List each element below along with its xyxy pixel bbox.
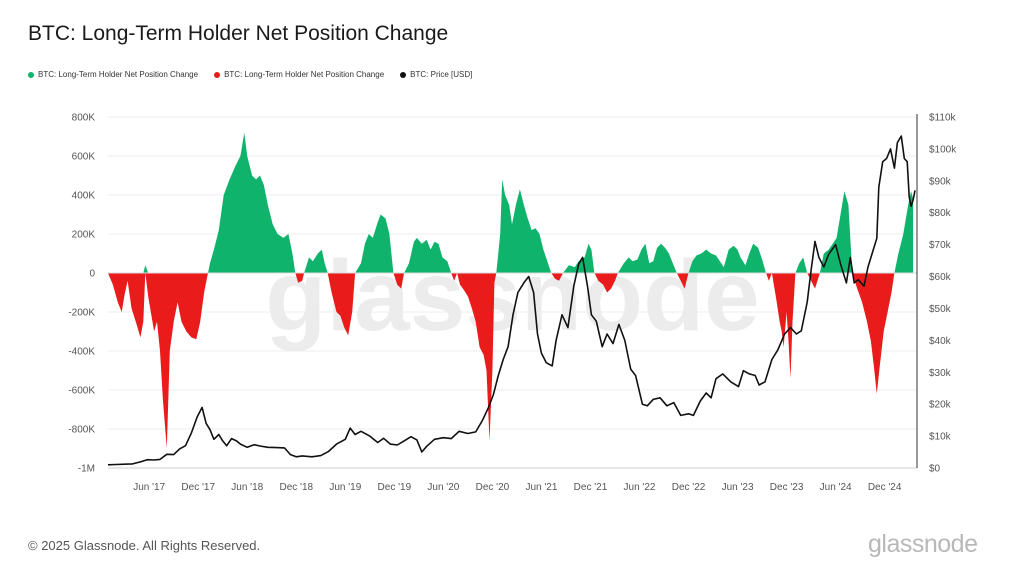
legend-label: BTC: Price [USD]: [410, 70, 473, 79]
left-axis-tick-label: 200K: [72, 230, 96, 241]
left-axis-tick-label: -600K: [68, 386, 95, 397]
x-axis-tick-label: Jun '24: [820, 482, 852, 493]
right-axis-tick-label: $100k: [929, 144, 957, 155]
right-axis-tick-label: $0: [929, 464, 941, 475]
right-axis-tick-label: $90k: [929, 176, 952, 187]
x-axis-tick-label: Jun '23: [722, 482, 754, 493]
x-axis-tick-label: Jun '18: [231, 482, 263, 493]
right-axis-tick-label: $10k: [929, 432, 952, 443]
legend-label: BTC: Long-Term Holder Net Position Chang…: [224, 70, 385, 79]
legend-swatch-red: [214, 71, 221, 78]
chart-title: BTC: Long-Term Holder Net Position Chang…: [28, 22, 449, 45]
left-axis-tick-label: -1M: [78, 464, 95, 475]
left-axis-tick-label: 400K: [72, 191, 96, 202]
legend-label: BTC: Long-Term Holder Net Position Chang…: [38, 70, 199, 79]
lth-positive-area: [108, 132, 914, 273]
right-axis-tick-label: $50k: [929, 304, 952, 315]
lth-negative-area: [108, 273, 914, 449]
right-axis-tick-label: $110k: [929, 113, 957, 124]
x-axis-tick-label: Dec '20: [476, 482, 510, 493]
x-axis-tick-label: Jun '21: [525, 482, 557, 493]
x-axis-tick-label: Dec '21: [574, 482, 608, 493]
right-axis-tick-label: $60k: [929, 272, 952, 283]
left-axis-tick-label: 0: [89, 269, 95, 280]
right-axis-tick-label: $70k: [929, 240, 952, 251]
x-axis-tick-label: Jun '22: [624, 482, 656, 493]
x-axis-tick-label: Jun '20: [427, 482, 459, 493]
right-axis-tick-label: $80k: [929, 208, 952, 219]
x-axis-tick-label: Jun '17: [133, 482, 165, 493]
x-axis-tick-label: Dec '17: [181, 482, 215, 493]
glassnode-logo: glassnode: [868, 530, 978, 558]
left-axis-tick-label: -400K: [68, 347, 95, 358]
left-axis-tick-label: 600K: [72, 152, 96, 163]
x-axis-tick-label: Dec '18: [279, 482, 313, 493]
x-axis-tick-label: Dec '22: [672, 482, 706, 493]
legend-item-price[interactable]: BTC: Price [USD]: [400, 70, 472, 79]
x-axis-tick-label: Dec '24: [868, 482, 902, 493]
x-axis-tick-label: Dec '19: [378, 482, 412, 493]
legend-item-lth-negative[interactable]: BTC: Long-Term Holder Net Position Chang…: [214, 70, 384, 79]
legend-swatch-green: [28, 71, 34, 78]
right-axis-tick-label: $30k: [929, 368, 952, 379]
legend-item-lth-positive[interactable]: BTC: Long-Term Holder Net Position Chang…: [28, 70, 198, 79]
x-axis-tick-label: Jun '19: [329, 482, 361, 493]
legend: BTC: Long-Term Holder Net Position Chang…: [28, 70, 472, 79]
left-axis-tick-label: 800K: [72, 113, 96, 124]
x-axis-tick-label: Dec '23: [770, 482, 804, 493]
copyright-text: © 2025 Glassnode. All Rights Reserved.: [28, 538, 261, 553]
legend-swatch-black: [400, 71, 407, 78]
right-axis-tick-label: $20k: [929, 400, 952, 411]
left-axis-tick-label: -200K: [68, 308, 95, 319]
price-line: [107, 135, 916, 466]
right-axis-tick-label: $40k: [929, 336, 952, 347]
left-axis-tick-label: -800K: [68, 425, 95, 436]
